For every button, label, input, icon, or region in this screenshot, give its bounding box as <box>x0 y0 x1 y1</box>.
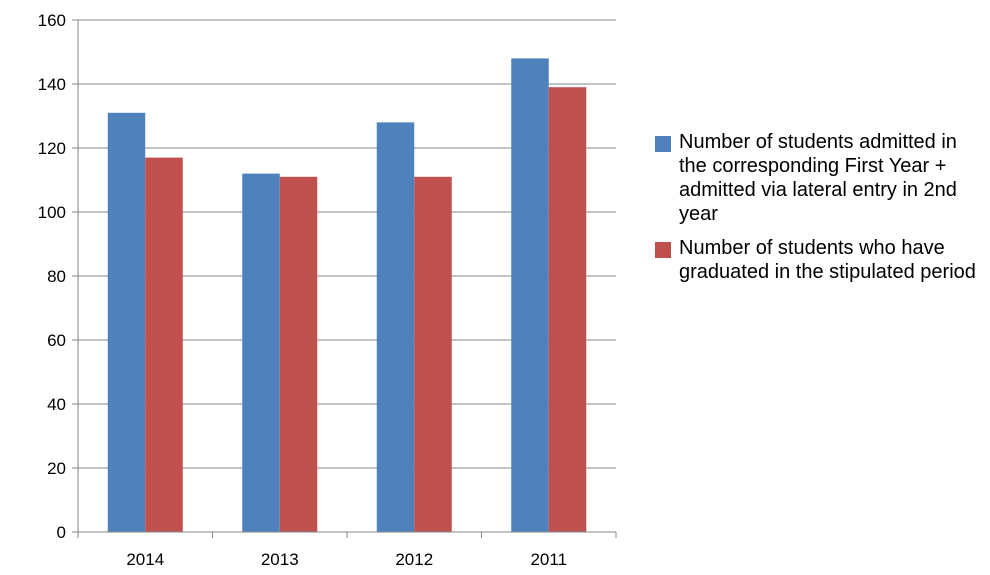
x-tick-label: 2013 <box>261 550 299 569</box>
bar-graduated-2011 <box>548 87 587 532</box>
legend-label-admitted: Number of students admitted in the corre… <box>679 131 957 225</box>
x-tick-label: 2011 <box>530 550 567 569</box>
y-tick-label: 40 <box>47 395 66 414</box>
y-tick-label: 120 <box>38 139 66 158</box>
y-tick-label: 100 <box>38 203 66 222</box>
y-tick-label: 160 <box>38 11 66 30</box>
bar-admitted-2014 <box>107 112 146 533</box>
y-tick-label: 80 <box>47 267 66 286</box>
legend-item-graduated: Number of students who have graduated in… <box>655 236 985 284</box>
bar-graduated-2013 <box>279 176 318 533</box>
bar-admitted-2011 <box>511 58 549 533</box>
bar-admitted-2012 <box>376 122 415 533</box>
y-tick-label: 20 <box>47 459 66 478</box>
axes <box>72 19 617 538</box>
bar-graduated-2014 <box>145 157 183 532</box>
legend-swatch-graduated <box>655 242 671 258</box>
y-tick-label: 0 <box>57 523 66 542</box>
legend: Number of students admitted in the corre… <box>655 130 985 294</box>
bars <box>107 58 587 533</box>
bar-admitted-2013 <box>242 173 280 532</box>
bar-graduated-2012 <box>414 176 452 533</box>
tick-labels: 0 20 40 60 80 100 120 140 160 2014 2013 2012 2011 <box>38 11 567 569</box>
legend-label-graduated: Number of students who have graduated in… <box>679 237 976 283</box>
y-tick-label: 140 <box>38 75 66 94</box>
legend-swatch-admitted <box>655 136 671 152</box>
y-tick-label: 60 <box>47 331 66 350</box>
x-tick-label: 2012 <box>395 550 433 569</box>
legend-item-admitted: Number of students admitted in the corre… <box>655 130 985 226</box>
x-tick-label: 2014 <box>126 550 164 569</box>
